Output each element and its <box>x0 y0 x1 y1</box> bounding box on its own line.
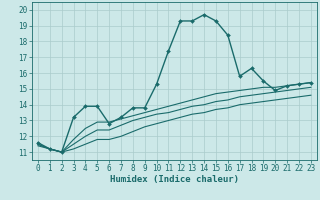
X-axis label: Humidex (Indice chaleur): Humidex (Indice chaleur) <box>110 175 239 184</box>
